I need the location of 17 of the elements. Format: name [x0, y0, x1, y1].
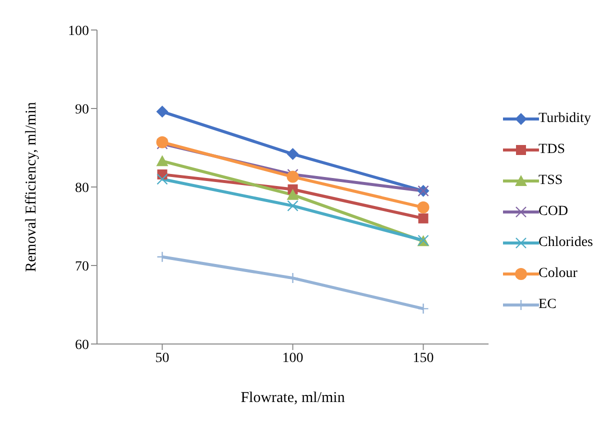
legend-label: Colour [538, 266, 578, 282]
legend-label: COD [538, 204, 568, 220]
y-axis-title: Removal Efficiency, ml/min [23, 102, 40, 272]
y-tick-label: 100 [68, 24, 89, 39]
legend-label: Chlorides [538, 235, 593, 251]
y-tick-label: 90 [75, 102, 89, 118]
y-tick-label: 60 [75, 338, 89, 353]
x-tick-label: 100 [282, 350, 304, 366]
x-axis-title: Flowrate, ml/min [240, 390, 346, 406]
legend-label: TSS [538, 173, 563, 189]
y-tick-label: 70 [75, 259, 89, 274]
legend-label: Turbidity [538, 111, 591, 127]
legend-label: EC [538, 297, 556, 313]
y-tick-label: 80 [75, 180, 89, 196]
x-tick-label: 50 [155, 350, 170, 366]
legend-label: TDS [538, 142, 565, 158]
x-tick-label: 150 [412, 350, 434, 366]
